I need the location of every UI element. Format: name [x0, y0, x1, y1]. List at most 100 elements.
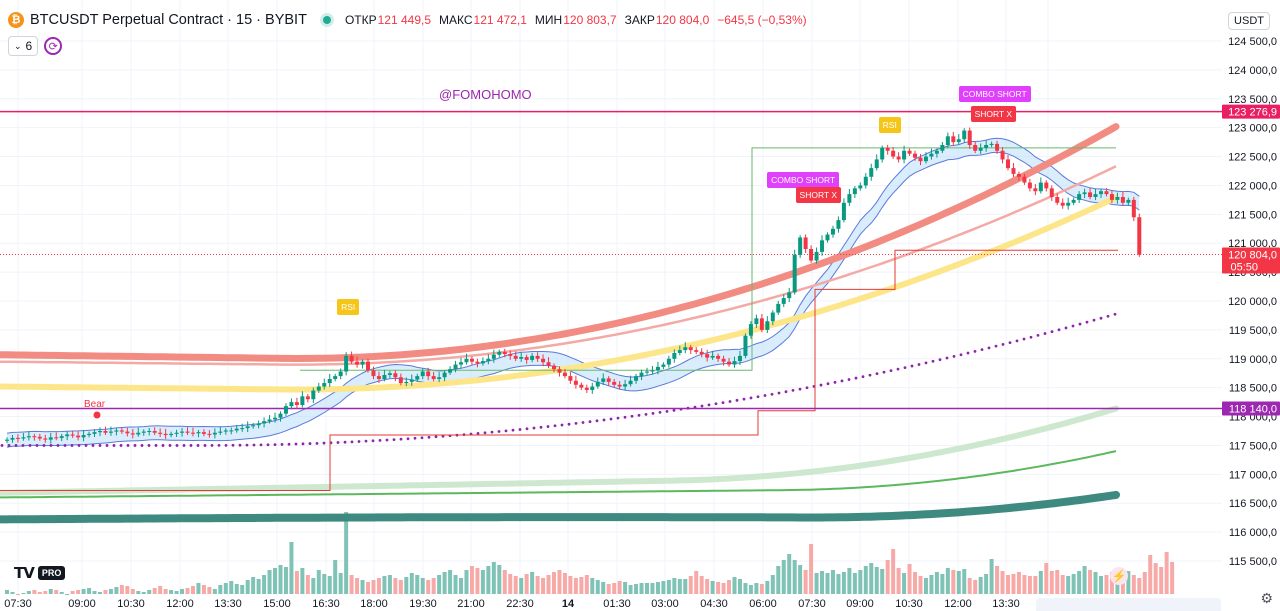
volume-bar	[294, 571, 299, 594]
lightning-icon[interactable]: ⚡	[1110, 567, 1128, 585]
volume-bar	[847, 568, 852, 594]
candle	[841, 202, 846, 221]
candle	[283, 406, 288, 414]
y-tick-label: 115 500,0	[1229, 556, 1277, 568]
upper-band-inner-line	[0, 165, 1117, 366]
trend-dot	[721, 401, 725, 405]
trend-dot	[231, 443, 235, 447]
candle	[480, 361, 485, 364]
volume-bar	[130, 589, 135, 594]
price-label-bg	[1222, 247, 1280, 274]
volume-bar	[81, 589, 86, 594]
candle	[967, 130, 972, 145]
volume-bar	[278, 565, 283, 594]
trend-dot	[966, 351, 970, 355]
candle	[130, 433, 135, 435]
trend-dot	[49, 444, 53, 447]
tradingview-logo[interactable]: 𝗧𝗩 PRO	[14, 564, 66, 582]
candle	[590, 386, 595, 390]
trend-dot	[119, 444, 123, 447]
candle	[612, 381, 617, 385]
trend-dot	[1064, 326, 1068, 330]
trend-dot	[1008, 341, 1012, 345]
volume-bar	[267, 570, 272, 594]
volume-bar	[273, 568, 278, 594]
volume-bar	[223, 583, 228, 594]
trend-dot	[308, 442, 312, 445]
gear-icon[interactable]: ⚙	[1260, 590, 1273, 606]
trend-dot	[287, 442, 291, 446]
candle	[858, 185, 863, 189]
candle	[174, 432, 179, 434]
candle	[273, 417, 278, 420]
trend-dot	[658, 410, 662, 414]
indicator-count: 6	[25, 39, 33, 53]
candle	[661, 364, 666, 367]
volume-bar	[934, 572, 939, 594]
candle	[951, 136, 956, 143]
candle	[294, 402, 299, 405]
volume-bar	[15, 594, 20, 595]
candle	[644, 371, 649, 373]
volume-bar	[781, 560, 786, 594]
volume-bar	[880, 569, 885, 594]
trend-dot	[609, 417, 613, 421]
trend-dot	[1071, 324, 1075, 328]
candle	[1104, 191, 1109, 195]
candle	[15, 437, 20, 439]
volume-bar	[415, 575, 420, 594]
volume-bar	[688, 576, 693, 594]
volume-bar	[387, 575, 392, 594]
candle	[327, 379, 332, 384]
trend-dot	[602, 418, 606, 422]
volume-bar	[360, 580, 365, 594]
trend-dot	[630, 414, 634, 418]
volume-bar	[814, 573, 819, 594]
volume-bar	[803, 570, 808, 594]
x-tick-label: 21:00	[457, 598, 485, 610]
trend-dot	[1015, 339, 1019, 343]
candle	[1126, 199, 1131, 203]
volume-bar	[923, 578, 928, 594]
price-label: 118 140,0	[1229, 403, 1277, 415]
candle	[759, 318, 764, 330]
currency-button[interactable]: USDT	[1228, 12, 1270, 30]
volume-bar	[305, 575, 310, 594]
volume-bar	[1170, 562, 1175, 594]
candle	[688, 347, 693, 351]
volume-bar	[1093, 572, 1098, 594]
ohlc-high: МАКС121 472,1	[439, 13, 527, 27]
volume-bar	[442, 572, 447, 594]
candle	[803, 237, 808, 249]
candle	[393, 373, 398, 378]
candle	[623, 384, 628, 387]
trend-dot	[728, 400, 732, 403]
trend-dot	[112, 444, 116, 447]
candle	[267, 419, 272, 422]
volume-bar	[721, 583, 726, 594]
candle	[880, 147, 885, 160]
trend-dot	[35, 444, 39, 447]
trend-dot	[175, 444, 179, 447]
candle	[770, 312, 775, 322]
trend-dot	[357, 440, 361, 443]
time-range-bar[interactable]	[1036, 598, 1221, 611]
candle	[737, 355, 742, 362]
candle	[847, 194, 852, 203]
candle	[256, 423, 261, 426]
sync-icon[interactable]: ⟳	[44, 37, 63, 55]
candle	[727, 361, 732, 365]
candle	[371, 370, 376, 377]
trend-dot	[553, 424, 557, 428]
volume-bar	[398, 580, 403, 594]
symbol-title[interactable]: BTCUSDT Perpetual Contract · 15 · BYBIT	[30, 12, 307, 28]
candle	[147, 431, 152, 432]
trend-dot	[826, 382, 830, 386]
candle	[830, 228, 835, 235]
signal-label: SHORT X	[795, 186, 842, 203]
y-tick-label: 120 000,0	[1228, 296, 1277, 308]
candle	[573, 380, 578, 385]
volume-bar	[283, 567, 288, 594]
indicators-toggle-button[interactable]: ⌄ 6	[8, 36, 39, 56]
